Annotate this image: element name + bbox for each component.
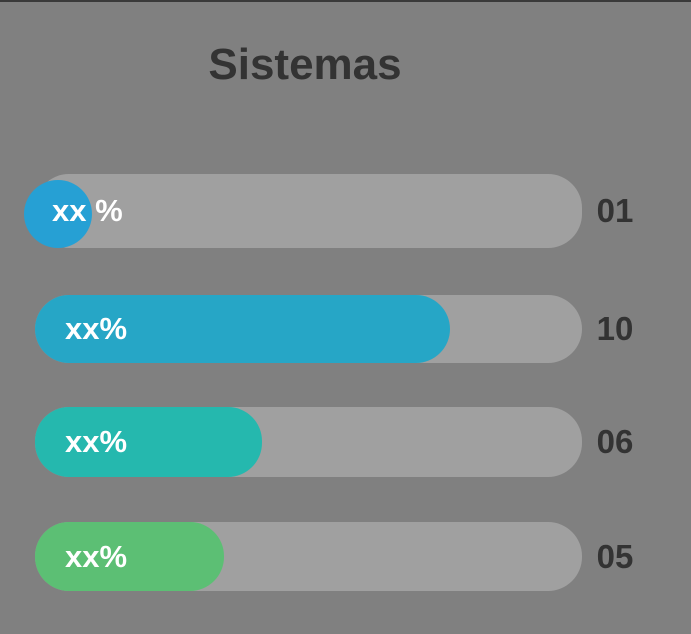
progress-row: xx% 05: [0, 522, 691, 591]
track: [35, 174, 582, 248]
count: 05: [596, 537, 634, 575]
percent-label: xx %: [52, 193, 123, 228]
fill: [24, 180, 92, 248]
percent-label: xx%: [65, 311, 128, 346]
top-border: [0, 0, 691, 2]
title: Sistemas: [208, 40, 402, 89]
fill: [35, 522, 224, 591]
percent-label: xx%: [65, 424, 128, 459]
count: 01: [596, 192, 634, 229]
percent-label: xx%: [65, 538, 128, 574]
progress-row: xx% 06: [0, 407, 691, 477]
progress-row: xx% 10: [0, 295, 691, 363]
progress-row: xx % 01: [0, 174, 691, 248]
count: 10: [596, 310, 634, 347]
fill: [35, 407, 262, 477]
count: 06: [596, 423, 634, 460]
fill: [35, 295, 450, 363]
